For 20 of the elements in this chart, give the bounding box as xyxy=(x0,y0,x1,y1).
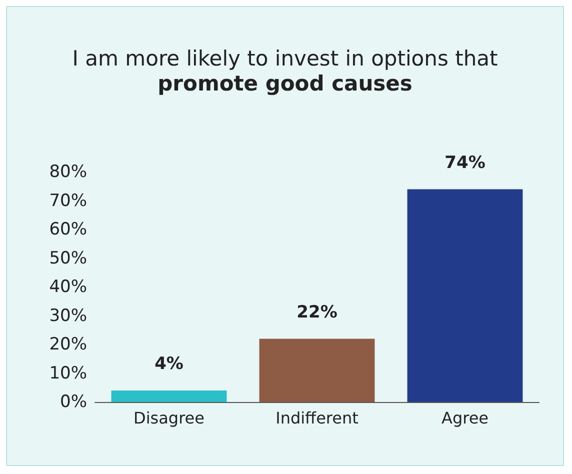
y-tick-label: 30% xyxy=(49,306,87,326)
y-tick-label: 80% xyxy=(49,162,87,182)
bar xyxy=(407,189,523,402)
y-tick-label: 60% xyxy=(49,220,87,240)
y-tick-label: 10% xyxy=(49,363,87,384)
data-label: 4% xyxy=(154,354,184,374)
x-tick-label: Disagree xyxy=(134,408,204,428)
chart-subtitle: promote good causes xyxy=(158,72,412,96)
bar xyxy=(111,390,227,402)
x-tick-label: Agree xyxy=(441,408,489,428)
y-tick-label: 20% xyxy=(49,334,87,354)
chart-title: I am more likely to invest in options that xyxy=(72,46,498,70)
data-label: 74% xyxy=(444,152,486,173)
y-tick-label: 70% xyxy=(49,190,87,211)
bar xyxy=(259,338,375,402)
y-tick-label: 40% xyxy=(49,277,87,297)
data-label: 22% xyxy=(296,302,338,322)
y-tick-label: 0% xyxy=(60,392,87,412)
x-tick-label: Indifferent xyxy=(276,408,358,428)
y-tick-label: 50% xyxy=(49,248,87,268)
